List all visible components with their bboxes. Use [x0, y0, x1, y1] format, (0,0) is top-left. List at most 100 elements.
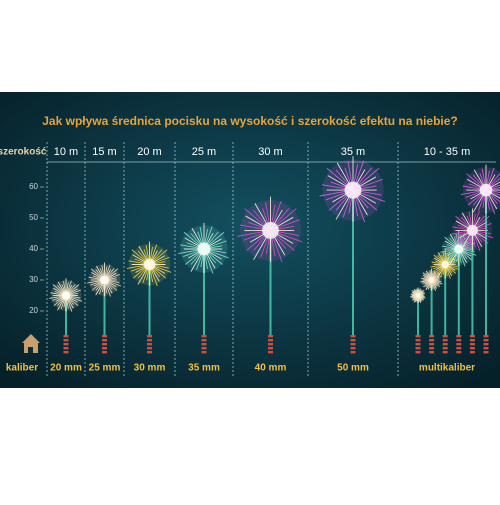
rocket-tube [102, 335, 107, 338]
rocket-tube [415, 343, 421, 346]
width-label: 10 - 35 m [424, 146, 470, 158]
rocket-tube [201, 343, 207, 346]
width-label: 35 m [341, 146, 365, 158]
rocket-tube [469, 339, 475, 342]
firework-part [262, 221, 279, 239]
firework-part [441, 260, 449, 269]
y-tick-label: 40 [29, 244, 38, 253]
rocket-tube [147, 347, 152, 350]
rocket-tube [442, 347, 448, 350]
width-label: 25 m [192, 146, 216, 158]
firework [237, 196, 303, 263]
firework-part [479, 183, 493, 197]
x-tick-label: 35 mm [188, 363, 220, 374]
rocket-tube [350, 351, 356, 354]
rocket-tube [442, 339, 448, 342]
rocket-tube [429, 343, 435, 346]
rocket-tube [429, 339, 435, 342]
width-label: 15 m [92, 146, 116, 158]
rocket-tube [63, 339, 69, 342]
rocket-tube [415, 335, 421, 338]
rocket-tube [429, 347, 435, 350]
firework-part [428, 277, 435, 283]
rocket-tube [350, 347, 356, 350]
rocket-tube [102, 339, 107, 342]
x-tick-label: 50 mm [337, 363, 369, 374]
firework [319, 156, 386, 223]
house-icon [22, 334, 40, 353]
rocket-tube [350, 343, 356, 346]
rocket-tube [350, 339, 356, 342]
rocket-tube [63, 347, 69, 350]
rocket-tube [147, 339, 152, 342]
width-label: 10 m [54, 146, 78, 158]
rocket-tube [469, 347, 475, 350]
y-tick-label: 20 [29, 306, 38, 315]
rocket-tube [456, 347, 462, 350]
firework-part [61, 291, 71, 300]
firework-part [344, 181, 362, 199]
firework [450, 208, 494, 252]
rocket-tube [147, 335, 152, 338]
rocket-tube [415, 347, 421, 350]
rocket-tube [415, 351, 421, 354]
x-axis-label: kaliber [6, 363, 38, 374]
rocket-tube [268, 347, 273, 350]
rocket-tube [268, 335, 273, 338]
firework-part [143, 258, 156, 271]
firework [410, 287, 426, 304]
firework-part [416, 293, 420, 298]
rocket-tube [469, 335, 475, 338]
rocket-tube [415, 339, 421, 342]
width-label: 20 m [137, 146, 161, 158]
x-tick-label: multikaliber [419, 363, 475, 374]
rocket-tube [483, 347, 489, 350]
rocket-tube [483, 339, 489, 342]
rocket-tube [147, 351, 152, 354]
firework [460, 164, 500, 215]
rocket-tube [102, 343, 107, 346]
rocket-tube [63, 351, 69, 354]
rocket-tube [201, 347, 207, 350]
chart-title: Jak wpływa średnica pocisku na wysokość … [42, 114, 458, 128]
rocket-tube [63, 343, 69, 346]
rocket-tube [268, 351, 273, 354]
rocket-tube [483, 335, 489, 338]
rocket-tube [483, 351, 489, 354]
rocket-tube [102, 351, 107, 354]
rocket-tube [102, 347, 107, 350]
y-tick-label: 30 [29, 275, 38, 284]
y-tick-label: 50 [29, 213, 38, 222]
firework [178, 222, 229, 274]
rocket-tube [456, 343, 462, 346]
rocket-tube [201, 335, 207, 338]
firework-part [197, 242, 211, 256]
rocket-tube [350, 335, 356, 338]
firework-part [100, 275, 109, 285]
firework-part [466, 224, 478, 236]
firework [87, 262, 122, 297]
x-tick-label: 20 mm [50, 363, 82, 374]
x-tick-label: 30 mm [134, 363, 166, 374]
firework [49, 278, 83, 312]
rocket-tube [429, 351, 435, 354]
rocket-tube [442, 335, 448, 338]
width-label: 30 m [258, 146, 282, 158]
rocket-tube [456, 339, 462, 342]
firework-part [454, 244, 464, 254]
rocket-tube [469, 343, 475, 346]
firework [126, 241, 172, 287]
x-tick-label: 25 mm [89, 363, 121, 374]
rocket-tube [469, 351, 475, 354]
firework [440, 230, 477, 267]
rocket-tube [442, 343, 448, 346]
rocket-tube [268, 343, 273, 346]
rocket-tube [268, 339, 273, 342]
firework [420, 268, 443, 291]
rocket-tube [201, 351, 207, 354]
background [0, 92, 500, 388]
rocket-tube [456, 335, 462, 338]
rocket-tube [442, 351, 448, 354]
